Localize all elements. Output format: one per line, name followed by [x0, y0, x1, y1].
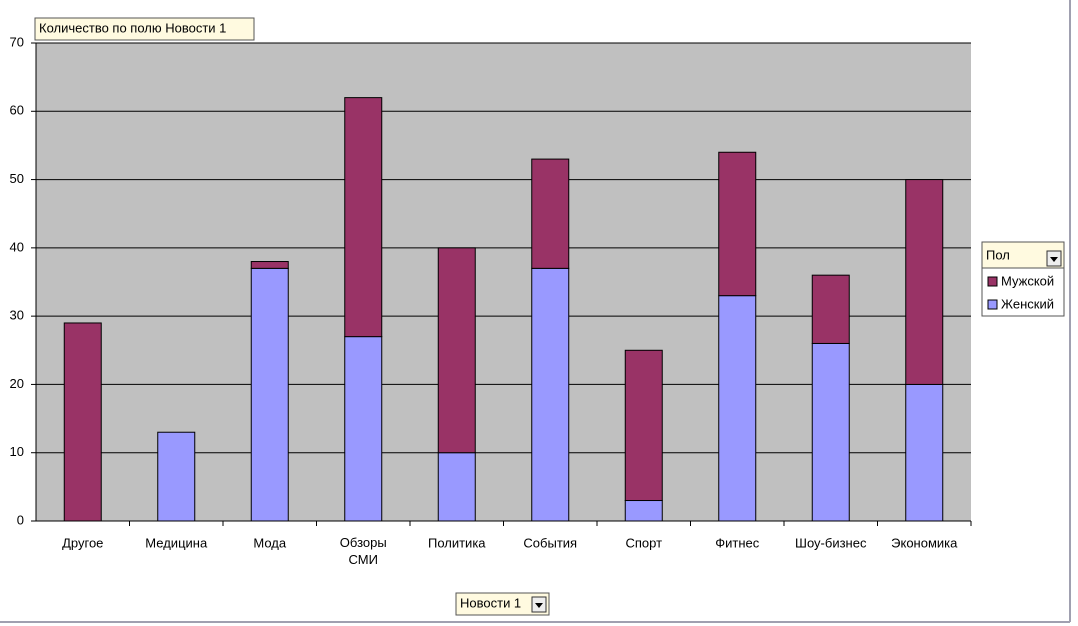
bar-segment [250, 261, 289, 269]
title-button[interactable] [34, 17, 255, 41]
x-field-label: Новости 1 [460, 595, 521, 610]
x-tick-label: Шоу-бизнес [795, 535, 867, 550]
x-tick-label: Обзоры СМИ [340, 535, 387, 567]
bar-segment [157, 431, 196, 522]
bar-segment [905, 383, 944, 522]
x-tick-label: События [523, 535, 577, 550]
bar-segment [344, 97, 383, 338]
bar-segment [624, 500, 663, 522]
y-tick-label: 60 [10, 103, 24, 118]
legend-swatch [987, 299, 998, 310]
bar-segment [718, 295, 757, 522]
chart-title: Количество по полю Новости 1 [39, 20, 226, 35]
bar-segment [531, 267, 570, 522]
bar-segment [718, 151, 757, 297]
bar-segment [437, 247, 476, 454]
bar-segment [250, 267, 289, 522]
y-tick-label: 10 [10, 444, 24, 459]
x-tick-label: Мода [253, 535, 287, 550]
bar-segment [905, 179, 944, 385]
y-tick-label: 40 [10, 239, 24, 254]
y-tick-label: 20 [10, 376, 24, 391]
legend-swatch [987, 276, 998, 287]
bar-segment [811, 342, 850, 522]
bar-segment [437, 452, 476, 522]
bar-segment [344, 336, 383, 522]
x-tick-label: Спорт [625, 535, 662, 550]
legend-title: Пол [986, 247, 1010, 262]
bar-segment [531, 158, 570, 269]
dropdown-arrow [1050, 257, 1058, 262]
y-tick-label: 50 [10, 171, 24, 186]
bar-segment [63, 322, 102, 522]
x-tick-label: Экономика [891, 535, 958, 550]
bar-segment [811, 274, 850, 344]
dropdown-arrow [535, 603, 543, 608]
x-tick-label: Другое [62, 535, 103, 550]
field-button[interactable] [455, 592, 550, 616]
bar-segment [624, 349, 663, 502]
x-tick-label: Фитнес [715, 535, 760, 550]
x-tick-label: Политика [428, 535, 486, 550]
y-tick-label: 70 [10, 34, 24, 49]
x-tick-label: Медицина [145, 535, 208, 550]
legend-label: Женский [1001, 296, 1054, 311]
y-tick-label: 30 [10, 308, 24, 323]
y-tick-label: 0 [17, 512, 24, 527]
legend-label: Мужской [1001, 273, 1054, 288]
